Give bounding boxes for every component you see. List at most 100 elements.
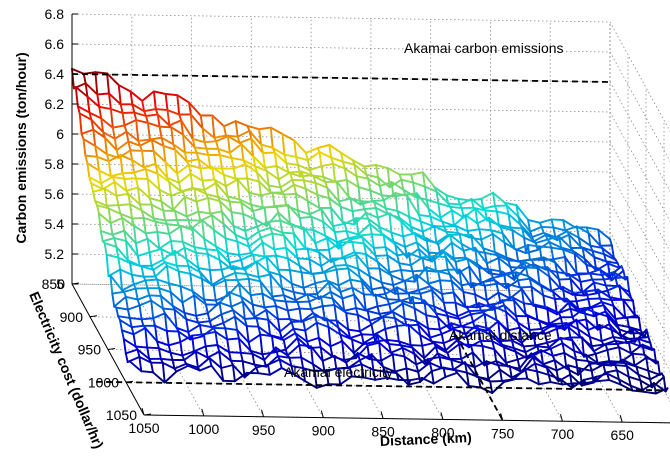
surface-edge (150, 299, 164, 310)
surface-edge (287, 204, 301, 220)
surface-edge (548, 275, 562, 290)
surface-edge (206, 350, 221, 359)
surface-edge (142, 216, 147, 235)
surface-edge (462, 246, 477, 252)
surface-edge (232, 163, 247, 170)
surface-edge (616, 369, 620, 381)
surface-edge (643, 390, 657, 395)
surface-edge (121, 217, 126, 232)
surface-edge (330, 206, 334, 228)
surface-edge (428, 361, 433, 373)
surface-edge (550, 218, 565, 222)
surface-edge (567, 364, 581, 370)
surface-edge (245, 273, 260, 279)
surface-edge (577, 236, 592, 247)
surface-edge (401, 302, 406, 320)
surface-edge (413, 232, 428, 240)
surface-edge (111, 126, 116, 140)
surface-edge (193, 294, 198, 317)
surface-edge (589, 244, 604, 249)
surface-edge (399, 344, 414, 349)
surface-edge (296, 257, 311, 261)
surface-edge (629, 343, 644, 355)
surface-edge (314, 181, 329, 189)
surface-edge (439, 279, 443, 295)
surface-edge (312, 175, 317, 184)
surface-edge (598, 324, 603, 343)
surface-edge (448, 325, 463, 330)
surface-edge (476, 216, 490, 225)
surface-edge (288, 269, 293, 285)
surface-edge (610, 244, 615, 259)
surface-edge (631, 327, 646, 339)
surface-edge (250, 137, 255, 158)
surface-edge (552, 255, 566, 261)
surface-edge (191, 333, 205, 337)
surface-edge (214, 330, 229, 341)
surface-edge (103, 242, 108, 256)
surface-edge (322, 264, 336, 274)
surface-edge (189, 172, 204, 182)
surface-edge (365, 211, 379, 219)
surface-edge (540, 285, 545, 297)
surface-edge (440, 328, 455, 335)
surface-edge (600, 335, 615, 343)
surface-edge (273, 151, 288, 165)
surface-edge (355, 307, 359, 316)
surface-edge (596, 379, 611, 383)
surface-edge (458, 198, 473, 206)
surface-edge (88, 111, 103, 120)
surface-edge (137, 186, 151, 200)
surface-edge (423, 345, 437, 360)
surface-edge (198, 364, 213, 372)
surface-edge (419, 370, 433, 383)
surface-edge (312, 273, 317, 285)
surface-edge (145, 113, 159, 117)
annotation-distance: Akamai distance (449, 327, 552, 343)
surface-edge (622, 298, 636, 317)
surface-edge (259, 191, 274, 197)
surface-edge (508, 365, 523, 373)
surface-edge (295, 155, 309, 162)
surface-edge (160, 136, 165, 147)
surface-edge (257, 325, 262, 336)
surface-edge (193, 146, 208, 150)
x-tick-mark (201, 408, 205, 417)
surface-edge (103, 187, 118, 197)
surface-edge (329, 340, 344, 348)
surface-edge (412, 181, 426, 188)
surface-edge (167, 344, 172, 354)
surface-edge (438, 356, 443, 369)
surface-edge (363, 242, 367, 256)
surface-edge (160, 136, 175, 146)
surface-edge (345, 230, 360, 236)
surface-edge (538, 218, 553, 224)
surface-edge (325, 369, 330, 386)
surface-edge (98, 105, 103, 120)
surface-edge (160, 248, 165, 261)
surface-edge (86, 162, 91, 179)
surface-edge (571, 249, 586, 260)
surface-edge (115, 245, 120, 259)
surface-edge (335, 268, 340, 287)
surface-edge (547, 373, 552, 384)
surface-edge (282, 294, 297, 302)
surface-edge (282, 332, 297, 342)
carbon-reference-line (71, 73, 611, 83)
surface-edge (474, 246, 488, 265)
surface-edge (386, 338, 400, 343)
surface-edge (526, 315, 531, 331)
surface-edge (360, 333, 375, 336)
surface-edge (503, 271, 518, 277)
surface-edge (279, 179, 294, 189)
surface-edge (435, 190, 450, 205)
surface-edge (170, 239, 184, 243)
surface-edge (122, 338, 137, 348)
surface-edge (573, 350, 587, 356)
surface-edge (466, 257, 481, 269)
surface-edge (152, 317, 157, 327)
surface-edge (102, 131, 116, 140)
surface-edge (302, 226, 317, 245)
surface-edge (340, 151, 344, 163)
surface-edge (516, 358, 521, 370)
